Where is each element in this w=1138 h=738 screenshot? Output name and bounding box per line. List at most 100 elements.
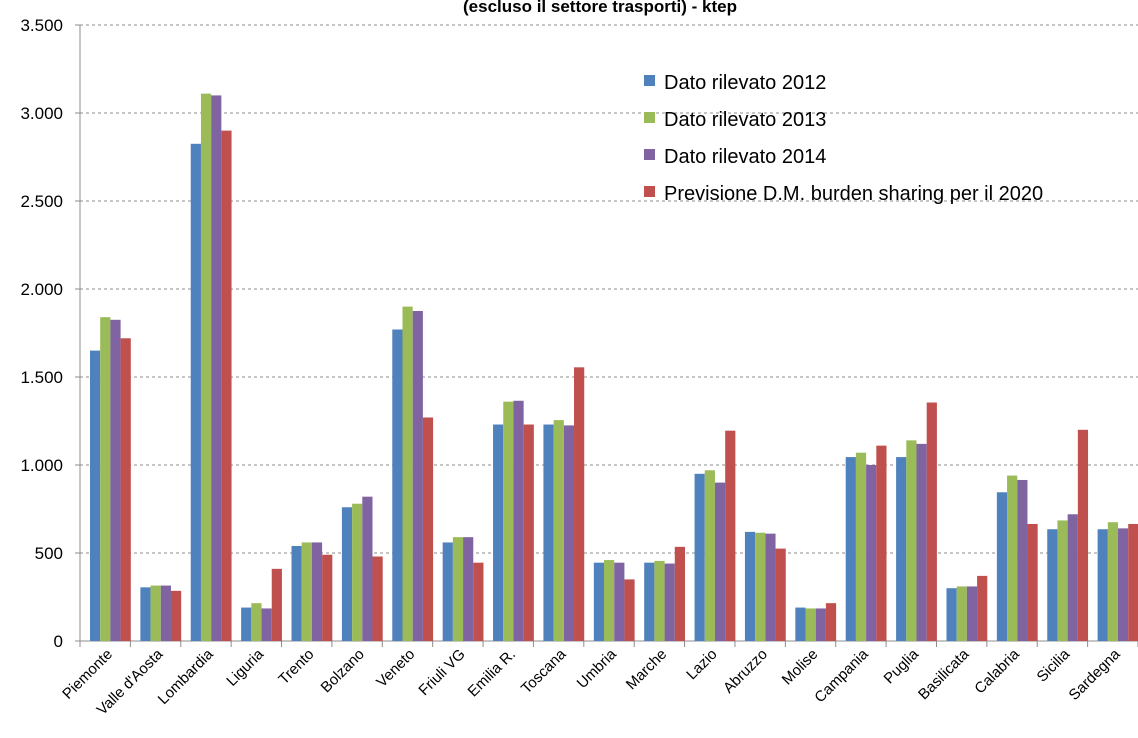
bar-piemonte-series-2	[100, 317, 111, 641]
bar-trento-series-4	[322, 554, 333, 641]
bar-trento-series-2	[301, 542, 312, 641]
legend-swatch	[644, 75, 655, 86]
bar-molise-series-3	[815, 608, 826, 641]
bar-puglia-series-4	[926, 402, 937, 641]
bar-liguria-series-4	[271, 568, 282, 641]
x-tick-label: Campania	[811, 645, 872, 706]
bar-veneto-series-2	[402, 306, 413, 641]
x-tick-label: Basilicata	[915, 645, 973, 703]
bar-puglia-series-3	[916, 443, 927, 641]
bar-calabria-series-1	[996, 492, 1008, 641]
bar-calabria-series-4	[1027, 523, 1038, 641]
chart-title: (escluso il settore trasporti) - ktep	[463, 0, 737, 16]
y-tick-label: 2.000	[20, 280, 63, 299]
x-tick-label: Abruzzo	[720, 646, 771, 697]
bar-sicilia-series-2	[1057, 520, 1068, 641]
bar-campania-series-2	[855, 452, 867, 641]
x-tick-label: Calabria	[971, 645, 1023, 697]
bar-umbria-series-2	[604, 560, 615, 641]
y-tick-label: 0	[54, 632, 63, 651]
bar-sardegna-series-3	[1118, 528, 1129, 641]
legend-label: Dato rilevato 2014	[664, 146, 826, 168]
bar-emilia-r--series-2	[503, 401, 514, 641]
x-tick-label: Marche	[623, 646, 670, 693]
legend-label: Previsione D.M. burden sharing per il 20…	[664, 183, 1043, 205]
bar-basilicata-series-4	[977, 575, 988, 641]
x-tick-label: Lazio	[683, 646, 720, 683]
legend: Dato rilevato 2012 Dato rilevato 2013 Dato…	[644, 72, 1043, 205]
bar-marche-series-1	[644, 562, 655, 641]
bar-sardegna-series-1	[1097, 529, 1108, 641]
bar-sicilia-series-4	[1077, 429, 1089, 641]
x-tick-label: Trento	[275, 646, 317, 688]
bar-puglia-series-2	[906, 440, 917, 641]
bar-emilia-r--series-1	[493, 424, 504, 641]
bar-sardegna-series-2	[1107, 522, 1119, 641]
y-tick-label: 1.000	[20, 456, 63, 475]
bar-valle-d-aosta-series-3	[160, 585, 171, 641]
bar-toscana-series-2	[553, 420, 564, 641]
bar-calabria-series-2	[1007, 475, 1018, 641]
bar-abruzzo-series-1	[744, 531, 756, 641]
bar-sicilia-series-3	[1067, 514, 1078, 641]
bar-liguria-series-2	[251, 603, 262, 641]
bar-piemonte-series-3	[110, 319, 121, 641]
bar-veneto-series-4	[422, 417, 434, 641]
title-layer: (escluso il settore trasporti) - ktep	[463, 0, 737, 16]
bar-lombardia-series-4	[221, 130, 232, 641]
bar-umbria-series-1	[593, 562, 605, 641]
bars	[90, 93, 1138, 642]
bar-veneto-series-3	[412, 311, 423, 641]
legend-swatch	[644, 186, 655, 197]
y-tick-label: 3.500	[20, 16, 63, 35]
bar-basilicata-series-3	[966, 586, 978, 641]
x-tick-label: Liguria	[223, 645, 267, 689]
bar-molise-series-1	[795, 607, 806, 641]
bar-trento-series-3	[311, 542, 323, 641]
bar-toscana-series-3	[563, 425, 575, 641]
bar-trento-series-1	[291, 545, 302, 641]
legend-label: Dato rilevato 2012	[664, 72, 826, 94]
bar-sicilia-series-1	[1047, 529, 1058, 641]
x-tick-label: Friuli VG	[415, 646, 468, 699]
bar-umbria-series-3	[614, 562, 625, 641]
bar-valle-d-aosta-series-4	[170, 590, 182, 641]
bar-lombardia-series-3	[211, 95, 222, 641]
bar-abruzzo-series-4	[775, 548, 786, 641]
axes	[75, 24, 1138, 647]
bar-sardegna-series-4	[1128, 523, 1138, 641]
bar-campania-series-3	[866, 465, 877, 641]
bar-bolzano-series-1	[341, 507, 353, 641]
bar-marche-series-3	[664, 563, 675, 641]
y-tick-labels: 0 500 1.000 1.500 2.000 2.500 3.000 3.500	[20, 16, 63, 651]
bar-molise-series-2	[805, 608, 816, 641]
bar-friuli-vg-series-4	[473, 562, 484, 641]
x-tick-label: Lombardia	[155, 645, 218, 708]
legend-label: Dato rilevato 2013	[664, 109, 826, 131]
bar-toscana-series-4	[574, 367, 585, 641]
bar-abruzzo-series-2	[755, 532, 766, 641]
bar-campania-series-4	[876, 445, 887, 641]
bar-liguria-series-1	[241, 607, 252, 641]
bar-umbria-series-4	[624, 579, 635, 641]
bar-liguria-series-3	[261, 608, 272, 641]
x-tick-label: Molise	[779, 646, 822, 689]
bar-piemonte-series-1	[90, 350, 101, 641]
bar-lazio-series-4	[725, 430, 736, 641]
bar-valle-d-aosta-series-2	[150, 585, 161, 641]
bar-bolzano-series-2	[352, 503, 363, 641]
bar-lombardia-series-1	[190, 143, 201, 642]
bar-emilia-r--series-4	[523, 424, 534, 641]
bar-calabria-series-3	[1017, 479, 1028, 641]
bar-lombardia-series-2	[200, 93, 212, 641]
x-tick-label: Emilia R.	[465, 646, 519, 700]
x-tick-label: Toscana	[518, 645, 570, 697]
bar-molise-series-4	[825, 603, 837, 641]
y-tick-label: 500	[35, 544, 63, 563]
x-tick-label: Bolzano	[318, 646, 368, 696]
bar-basilicata-series-1	[946, 588, 957, 641]
bar-friuli-vg-series-1	[442, 542, 453, 641]
bar-emilia-r--series-3	[513, 400, 524, 641]
